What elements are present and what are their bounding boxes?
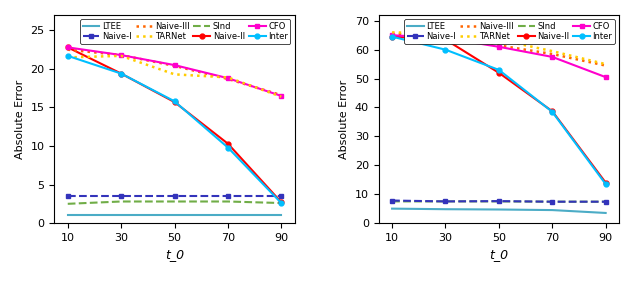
X-axis label: t_0: t_0: [489, 248, 508, 261]
Y-axis label: Absolute Error: Absolute Error: [339, 80, 349, 159]
Legend: LTEE, Naive-I, Naive-III, TARNet, SInd, Naive-II, CFO, Inter: LTEE, Naive-I, Naive-III, TARNet, SInd, …: [80, 19, 290, 44]
X-axis label: t_0: t_0: [165, 248, 184, 261]
Y-axis label: Absolute Error: Absolute Error: [15, 80, 25, 159]
Legend: LTEE, Naive-I, Naive-III, TARNet, SInd, Naive-II, CFO, Inter: LTEE, Naive-I, Naive-III, TARNet, SInd, …: [404, 19, 615, 44]
